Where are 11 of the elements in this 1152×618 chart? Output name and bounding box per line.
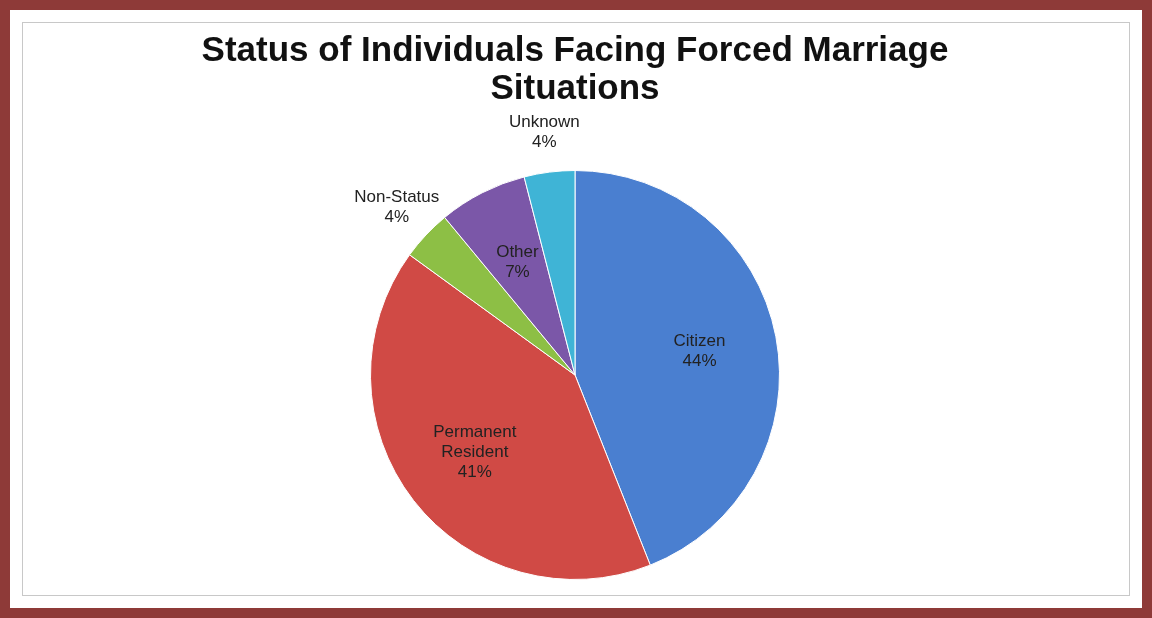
chart-title: Status of Individuals Facing Forced Marriage Situations <box>200 29 950 106</box>
data-label: 7% <box>505 261 530 281</box>
data-label: 44% <box>682 350 717 370</box>
slice-label: Citizen <box>673 330 726 350</box>
slice-label: Unknown <box>508 112 580 132</box>
data-label: 41% <box>457 462 492 482</box>
slice-label: Other <box>496 241 540 261</box>
slice-label: Permanent Resident <box>433 422 517 462</box>
data-label: 4% <box>384 207 410 227</box>
slice-label: Non-Status <box>354 187 440 207</box>
data-label: 4% <box>532 132 557 152</box>
